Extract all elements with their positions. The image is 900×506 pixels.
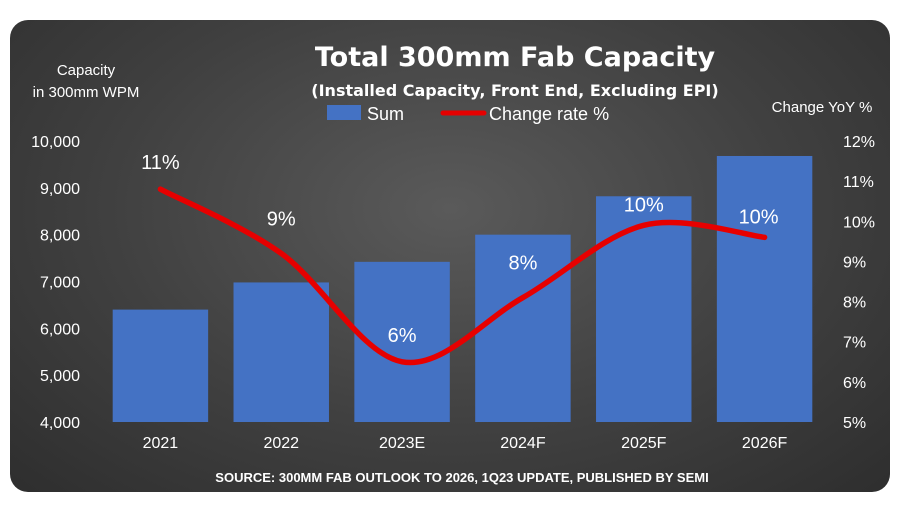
y-right-label: Change YoY % (772, 99, 873, 116)
legend-swatch-sum (327, 105, 361, 120)
y-left-tick-label: 5,000 (40, 368, 80, 385)
legend-label-change-rate: Change rate % (489, 104, 609, 124)
change-rate-data-label: 10% (624, 194, 664, 216)
x-tick-label: 2022 (263, 435, 299, 452)
bar-2021 (112, 309, 209, 422)
chart-subtitle: (Installed Capacity, Front End, Excludin… (311, 81, 718, 100)
bar-2025f (596, 196, 692, 422)
bar-2024f (475, 234, 571, 422)
x-tick-label: 2026F (742, 435, 788, 452)
change-rate-data-label: 9% (267, 208, 296, 230)
y-right-axis-ticks: 5% 6% 7% 8% 9% 10% 11% 12% (843, 134, 875, 432)
line-data-labels: 11% 9% 6% 8% 10% 10% (141, 152, 779, 347)
y-right-tick-label: 12% (843, 134, 875, 151)
bar-series (112, 155, 813, 422)
x-tick-label: 2021 (143, 435, 179, 452)
legend: Sum Change rate % (327, 104, 609, 124)
y-left-label-line-1: Capacity (57, 62, 116, 79)
change-rate-data-label: 11% (141, 152, 180, 174)
y-right-tick-label: 9% (843, 254, 866, 271)
source-note: SOURCE: 300MM FAB OUTLOOK TO 2026, 1Q23 … (215, 470, 708, 485)
x-tick-label: 2025F (621, 435, 667, 452)
y-right-tick-label: 5% (843, 415, 866, 432)
change-rate-data-label: 6% (388, 325, 417, 347)
x-tick-label: 2023E (379, 435, 425, 452)
bar-2026f (716, 155, 813, 422)
y-right-tick-label: 6% (843, 375, 866, 392)
y-right-tick-label: 7% (843, 335, 866, 352)
y-left-axis-ticks: 4,000 5,000 6,000 7,000 8,000 9,000 10,000 (31, 134, 80, 432)
y-left-label-line-2: in 300mm WPM (33, 84, 140, 101)
y-right-tick-label: 8% (843, 295, 866, 312)
y-left-tick-label: 7,000 (40, 275, 80, 292)
bar-2022 (233, 282, 329, 422)
chart-title: Total 300mm Fab Capacity (315, 42, 716, 73)
legend-label-sum: Sum (367, 104, 404, 124)
y-left-tick-label: 8,000 (40, 228, 80, 245)
change-rate-data-label: 8% (508, 253, 537, 275)
y-right-tick-label: 11% (843, 174, 874, 191)
y-left-tick-label: 9,000 (40, 181, 80, 198)
y-right-tick-label: 10% (843, 214, 875, 231)
y-left-tick-label: 4,000 (40, 415, 80, 432)
change-rate-data-label: 10% (739, 206, 779, 228)
x-tick-label: 2024F (500, 435, 546, 452)
y-left-tick-label: 6,000 (40, 321, 80, 338)
change-rate-line (157, 186, 768, 366)
line-series (157, 186, 768, 366)
x-axis-ticks: 2021 2022 2023E 2024F 2025F 2026F (143, 435, 788, 452)
y-left-tick-label: 10,000 (31, 134, 80, 151)
